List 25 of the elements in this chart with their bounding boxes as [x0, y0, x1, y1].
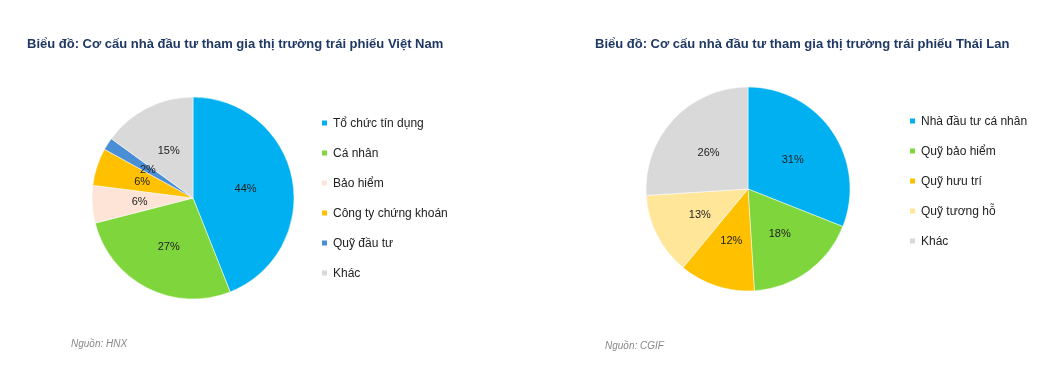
data-label: 31% [781, 152, 804, 165]
data-label: 18% [768, 226, 791, 239]
legend-label: Công ty chứng khoán [333, 206, 448, 220]
legend-label: Khác [921, 234, 949, 248]
data-label: 12% [720, 234, 743, 247]
legend-label: Bảo hiểm [333, 176, 384, 190]
legend-label: Khác [333, 266, 361, 280]
chart-title: Biểu đồ: Cơ cấu nhà đầu tư tham gia thị trường trái phiếu Thái Lan [595, 36, 1010, 51]
legend-label: Quỹ hưu trí [921, 174, 983, 188]
data-label: 13% [688, 207, 712, 220]
data-label: 26% [697, 146, 720, 159]
data-label: 15% [157, 144, 180, 157]
text: Nguồn: HNX [71, 337, 128, 349]
data-label: 27% [157, 239, 180, 252]
data-label: 6% [131, 195, 148, 208]
chart-title: Biểu đồ: Cơ cấu nhà đầu tư tham gia thị trường trái phiếu Việt Nam [27, 36, 444, 51]
legend-label: Quỹ tương hỗ [921, 203, 996, 218]
legend-label: Quỹ bảo hiểm [921, 144, 996, 158]
legend-label: Cá nhân [333, 146, 379, 160]
legend-label: Nhà đầu tư cá nhân [921, 114, 1028, 128]
legend-label: Tổ chức tín dụng [333, 116, 424, 130]
data-label: 44% [234, 181, 257, 194]
data-label: 6% [134, 175, 151, 188]
text: Nguồn: CGIF [605, 339, 665, 351]
legend-label: Quỹ đầu tư [333, 236, 394, 250]
